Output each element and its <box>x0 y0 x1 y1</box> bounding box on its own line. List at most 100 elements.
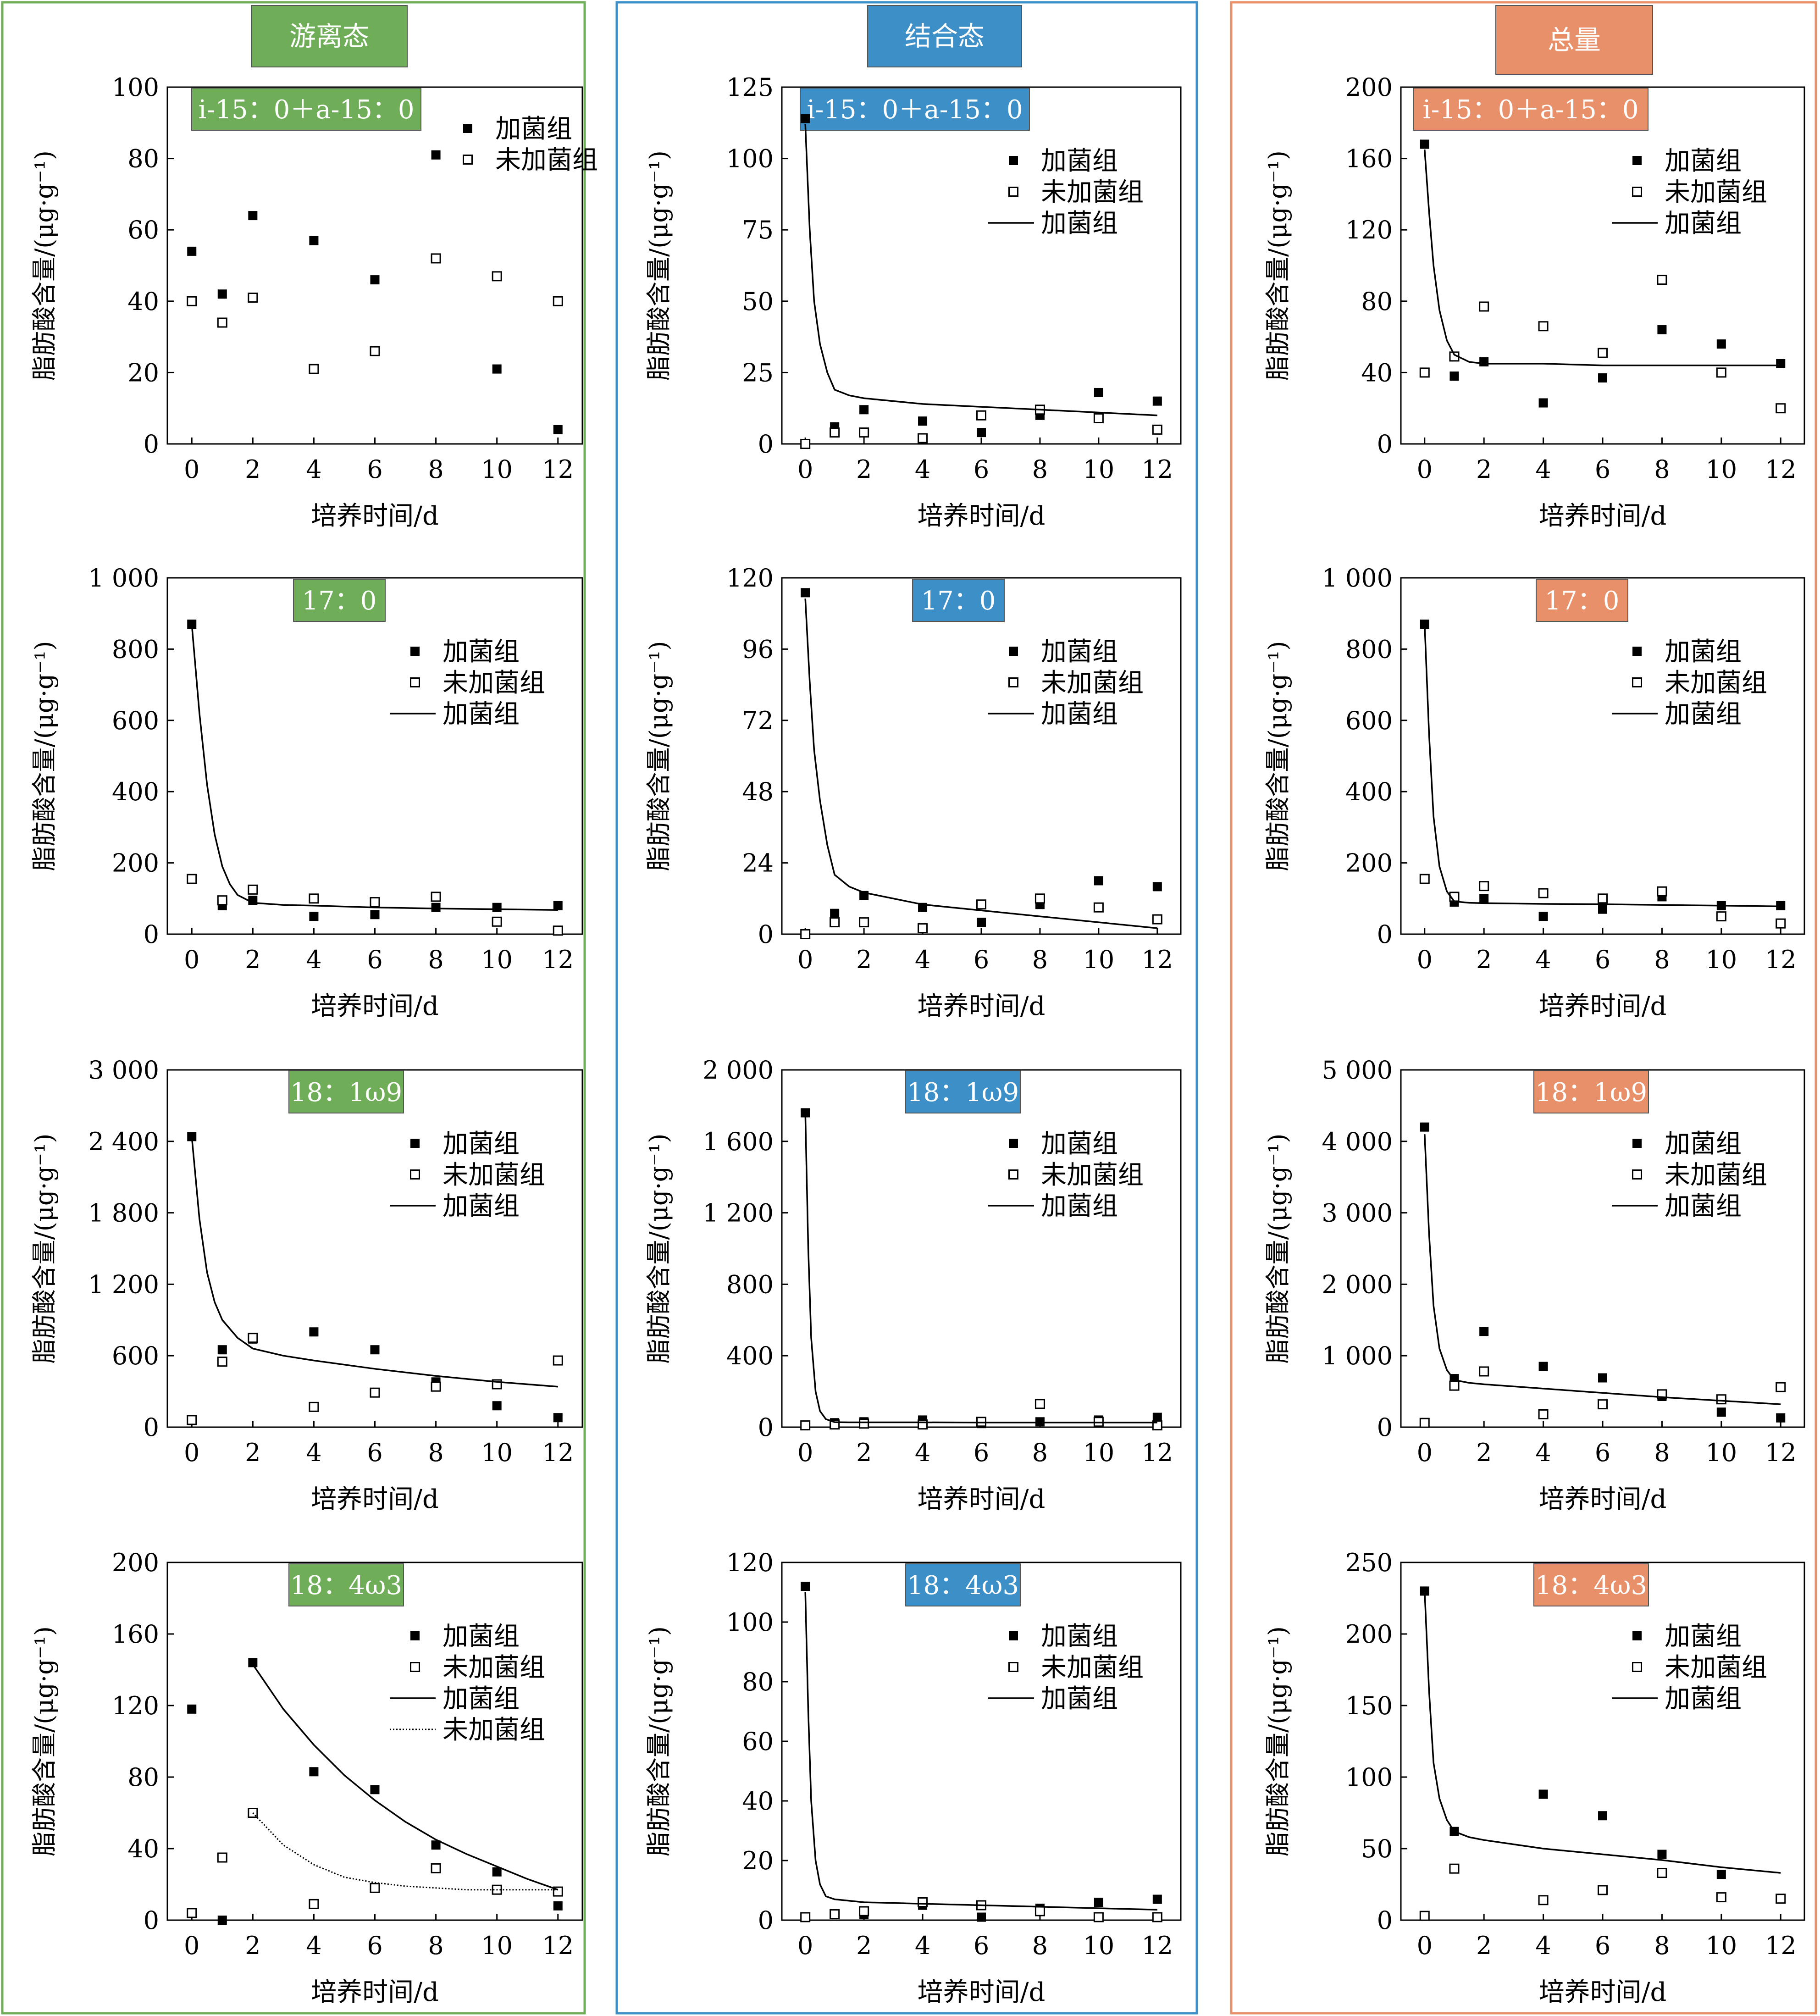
plot-frame <box>1400 577 1805 935</box>
point-hollow <box>1716 367 1726 378</box>
series-line-solid <box>191 1136 558 1388</box>
x-tick-label: 2 <box>1476 455 1492 484</box>
legend-label: 加菌组 <box>1041 637 1118 667</box>
panel-title: 17：0 <box>1545 586 1620 616</box>
point-hollow <box>309 1899 319 1909</box>
x-tick-label: 2 <box>1476 1438 1492 1467</box>
point-hollow <box>1479 881 1489 892</box>
chart-3-1: 0 20 40 60 80 100 120 0 2 4 6 8 10 12 培养时间/d 脂肪酸含量/(μg·… <box>644 1548 1182 2007</box>
x-tick-label: 10 <box>481 1931 513 1960</box>
point-hollow <box>1598 1885 1608 1895</box>
x-tick-label: 0 <box>184 945 199 974</box>
x-tick-label: 0 <box>184 1438 199 1467</box>
point-filled <box>1716 1870 1726 1879</box>
y-tick-label: 400 <box>1345 777 1393 806</box>
point-hollow <box>1776 1894 1786 1904</box>
x-axis-label: 培养时间/d <box>1539 501 1667 531</box>
legend-marker-hollow <box>1008 1169 1018 1180</box>
x-tick-label: 8 <box>1032 455 1048 484</box>
y-tick-label: 4 000 <box>1322 1127 1393 1156</box>
point-hollow <box>1093 413 1104 423</box>
x-tick-label: 8 <box>428 945 443 974</box>
point-filled <box>977 428 986 438</box>
point-hollow <box>800 929 811 939</box>
x-tick-label: 0 <box>184 1931 199 1960</box>
point-hollow <box>431 1863 441 1873</box>
legend-label: 加菌组 <box>1665 1191 1742 1221</box>
legend-marker-hollow <box>410 1169 420 1180</box>
series-line-solid <box>252 1664 559 1891</box>
x-tick-label: 12 <box>1141 1438 1173 1467</box>
x-tick-label: 12 <box>542 1931 574 1960</box>
y-tick-label: 0 <box>144 430 159 459</box>
x-tick-label: 6 <box>974 1438 989 1467</box>
x-tick-label: 6 <box>367 455 382 484</box>
x-tick-label: 2 <box>245 1438 260 1467</box>
legend-label: 未加菌组 <box>1041 1160 1144 1190</box>
panel-title-box <box>1533 1563 1649 1606</box>
point-filled <box>1538 912 1548 921</box>
point-hollow <box>431 253 441 264</box>
point-hollow <box>248 293 258 303</box>
x-tick-label: 4 <box>915 1438 930 1467</box>
y-tick-label: 2 400 <box>88 1127 159 1156</box>
point-filled <box>217 1345 227 1355</box>
x-tick-label: 8 <box>428 1931 443 1960</box>
point-filled <box>1657 1850 1667 1859</box>
y-tick-label: 0 <box>758 1906 774 1935</box>
y-tick-label: 1 600 <box>703 1127 774 1156</box>
y-tick-label: 0 <box>144 1413 159 1442</box>
point-filled <box>431 903 441 912</box>
y-tick-label: 80 <box>127 144 159 173</box>
y-tick-label: 50 <box>742 287 774 316</box>
x-axis-label: 培养时间/d <box>1539 1977 1667 2007</box>
plot-frame <box>166 577 583 935</box>
x-tick-label: 8 <box>1654 945 1670 974</box>
y-tick-label: 150 <box>1345 1691 1393 1720</box>
y-tick-label: 120 <box>726 564 774 593</box>
x-tick-label: 0 <box>1417 1931 1433 1960</box>
panel-title-box <box>1533 1070 1649 1113</box>
column-frame <box>1 1 586 2015</box>
legend-label: 加菌组 <box>443 699 520 729</box>
legend-label: 加菌组 <box>1665 146 1742 176</box>
legend-label: 未加菌组 <box>495 145 598 175</box>
x-tick-label: 2 <box>1476 945 1492 974</box>
x-tick-label: 0 <box>184 455 199 484</box>
y-tick-label: 0 <box>144 1906 159 1935</box>
y-tick-label: 200 <box>112 1548 159 1577</box>
x-tick-label: 12 <box>1141 1931 1173 1960</box>
x-tick-label: 0 <box>797 455 813 484</box>
y-tick-label: 80 <box>127 1763 159 1792</box>
x-tick-label: 2 <box>856 945 872 974</box>
x-tick-label: 6 <box>974 1931 989 1960</box>
x-axis-label: 培养时间/d <box>311 501 439 531</box>
point-hollow <box>1479 301 1489 312</box>
point-hollow <box>1152 1912 1162 1922</box>
y-tick-label: 1 200 <box>88 1270 159 1299</box>
y-axis-label: 脂肪酸含量/(μg·g⁻¹) <box>644 1134 673 1364</box>
point-filled <box>1420 139 1429 149</box>
point-hollow <box>1538 1895 1549 1905</box>
y-tick-label: 1 000 <box>1322 564 1393 593</box>
y-tick-label: 80 <box>742 1667 774 1696</box>
series-line-solid <box>804 1592 1157 1911</box>
point-filled <box>1598 373 1607 383</box>
legend-marker-filled <box>1632 1139 1642 1148</box>
point-hollow <box>1034 1906 1045 1916</box>
x-tick-label: 4 <box>306 945 321 974</box>
point-hollow <box>1716 1394 1726 1405</box>
x-axis-label: 培养时间/d <box>918 991 1046 1021</box>
point-hollow <box>1449 1380 1460 1391</box>
y-tick-label: 48 <box>742 777 774 806</box>
y-tick-label: 400 <box>112 777 159 806</box>
panel-title: 17：0 <box>302 586 377 616</box>
legend-label: 加菌组 <box>1041 146 1118 176</box>
chart-2-0: 0 600 1 200 1 800 2 400 3 000 0 2 4 6 8 10 12 培养时间/d 脂… <box>30 1056 583 1514</box>
point-hollow <box>1419 1911 1430 1921</box>
x-tick-label: 10 <box>1083 1931 1115 1960</box>
point-hollow <box>800 1420 811 1431</box>
panel-title-box <box>293 579 386 622</box>
series-line-solid <box>804 124 1157 416</box>
